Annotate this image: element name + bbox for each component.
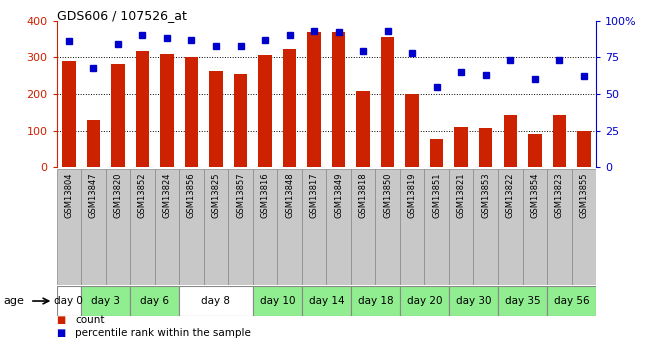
Text: GSM13819: GSM13819	[408, 172, 417, 218]
Bar	[136, 51, 149, 167]
Bar	[106, 169, 130, 285]
Text: GSM13852: GSM13852	[138, 172, 147, 218]
Text: GSM13856: GSM13856	[187, 172, 196, 218]
Bar	[204, 169, 228, 285]
Bar	[381, 37, 394, 167]
Text: GSM13851: GSM13851	[432, 172, 441, 218]
Text: ■: ■	[57, 328, 66, 338]
Bar	[376, 169, 400, 285]
Bar	[547, 169, 571, 285]
Bar	[449, 169, 474, 285]
Bar	[498, 286, 547, 316]
Bar	[81, 286, 130, 316]
Bar	[302, 286, 351, 316]
Text: GSM13822: GSM13822	[505, 172, 515, 218]
Bar	[326, 169, 351, 285]
Bar	[503, 115, 517, 167]
Text: day 18: day 18	[358, 296, 393, 306]
Text: GSM13820: GSM13820	[113, 172, 123, 218]
Text: day 14: day 14	[308, 296, 344, 306]
Bar	[577, 131, 591, 167]
Text: GSM13804: GSM13804	[65, 172, 73, 218]
Text: day 6: day 6	[141, 296, 169, 306]
Bar	[111, 64, 125, 167]
Bar	[474, 169, 498, 285]
Bar	[155, 169, 179, 285]
Text: count: count	[75, 315, 105, 325]
Text: GSM13818: GSM13818	[358, 172, 368, 218]
Bar	[430, 139, 444, 167]
Text: GSM13855: GSM13855	[579, 172, 588, 218]
Text: day 35: day 35	[505, 296, 540, 306]
Text: day 56: day 56	[553, 296, 589, 306]
Bar	[332, 32, 346, 167]
Text: GSM13821: GSM13821	[457, 172, 466, 218]
Text: day 3: day 3	[91, 296, 120, 306]
Text: day 20: day 20	[407, 296, 442, 306]
Text: GSM13825: GSM13825	[212, 172, 220, 218]
Bar	[87, 120, 100, 167]
Bar	[130, 169, 155, 285]
Bar	[571, 169, 596, 285]
Bar	[449, 286, 498, 316]
Bar	[179, 169, 204, 285]
Bar	[498, 169, 523, 285]
Bar	[57, 169, 81, 285]
Text: GSM13854: GSM13854	[530, 172, 539, 218]
Text: day 10: day 10	[260, 296, 295, 306]
Text: GSM13824: GSM13824	[163, 172, 171, 218]
Bar	[400, 286, 449, 316]
Bar	[400, 169, 424, 285]
Bar	[424, 169, 449, 285]
Bar	[161, 55, 174, 167]
Bar	[81, 169, 106, 285]
Bar	[523, 169, 547, 285]
Bar	[553, 115, 566, 167]
Bar	[307, 32, 321, 167]
Text: ■: ■	[57, 315, 66, 325]
Bar	[57, 286, 81, 316]
Text: GSM13847: GSM13847	[89, 172, 98, 218]
Bar	[547, 286, 596, 316]
Text: GSM13817: GSM13817	[310, 172, 318, 218]
Bar	[228, 169, 253, 285]
Bar	[302, 169, 326, 285]
Text: GSM13849: GSM13849	[334, 172, 343, 218]
Bar	[258, 55, 272, 167]
Text: age: age	[3, 296, 24, 306]
Bar	[253, 286, 302, 316]
Bar	[184, 57, 198, 167]
Text: GSM13857: GSM13857	[236, 172, 245, 218]
Bar	[179, 286, 253, 316]
Text: GSM13848: GSM13848	[285, 172, 294, 218]
Text: day 8: day 8	[202, 296, 230, 306]
Bar	[234, 74, 247, 167]
Text: GSM13816: GSM13816	[260, 172, 270, 218]
Bar	[528, 134, 541, 167]
Bar	[479, 128, 492, 167]
Bar	[283, 49, 296, 167]
Bar	[351, 286, 400, 316]
Text: GSM13850: GSM13850	[383, 172, 392, 218]
Bar	[130, 286, 179, 316]
Bar	[209, 71, 222, 167]
Bar	[62, 61, 76, 167]
Text: day 30: day 30	[456, 296, 492, 306]
Text: GDS606 / 107526_at: GDS606 / 107526_at	[57, 9, 186, 22]
Text: GSM13853: GSM13853	[482, 172, 490, 218]
Bar	[253, 169, 277, 285]
Bar	[406, 94, 419, 167]
Bar	[351, 169, 376, 285]
Bar	[277, 169, 302, 285]
Text: percentile rank within the sample: percentile rank within the sample	[75, 328, 251, 338]
Text: GSM13823: GSM13823	[555, 172, 564, 218]
Bar	[454, 127, 468, 167]
Text: day 0: day 0	[55, 296, 83, 306]
Bar	[356, 91, 370, 167]
